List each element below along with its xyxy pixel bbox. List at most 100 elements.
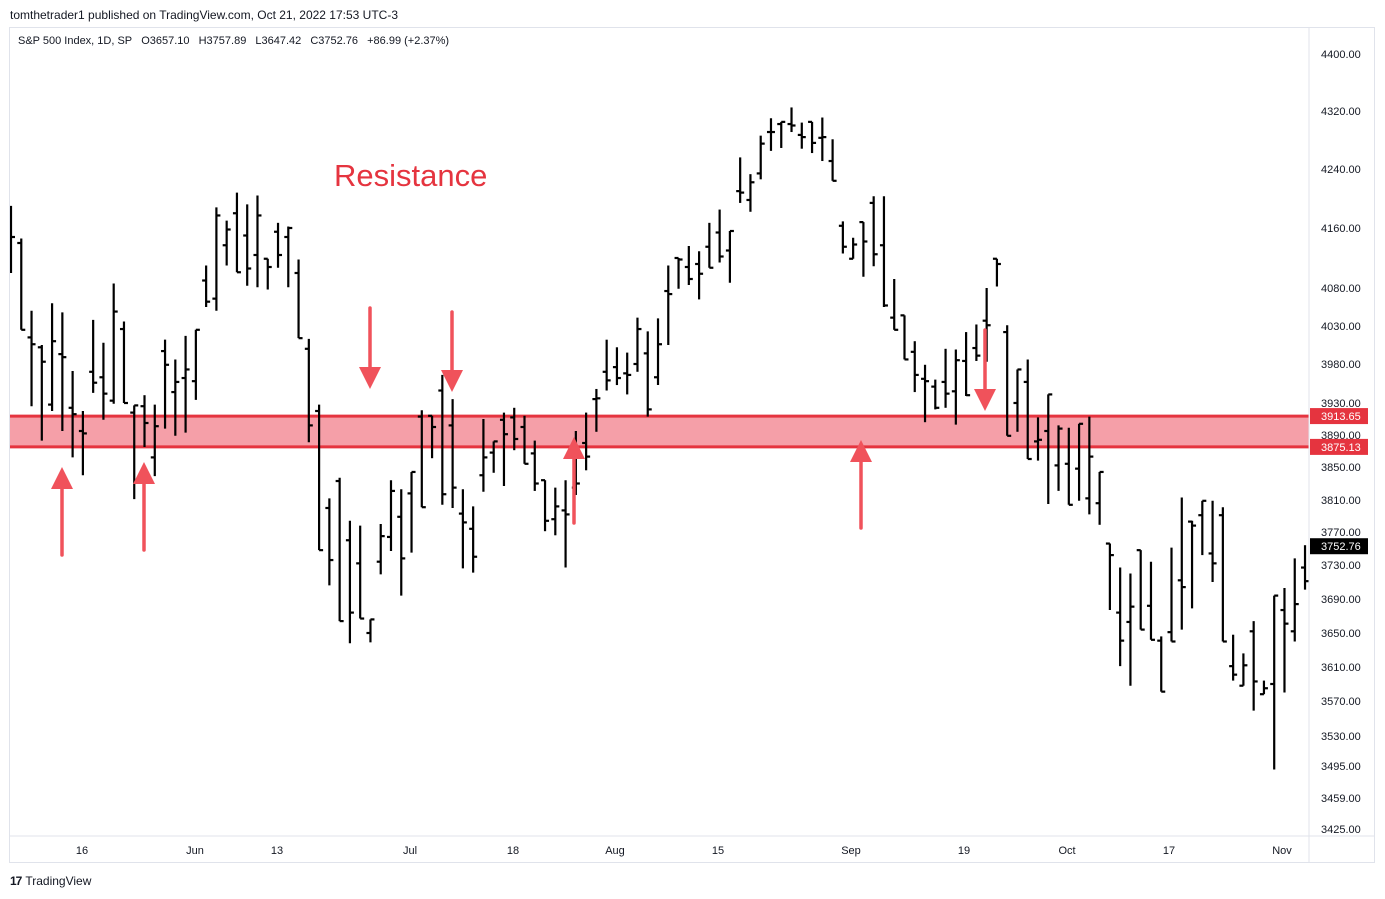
ohlc-bar <box>171 359 180 436</box>
legend-open: O3657.10 <box>141 35 190 47</box>
y-tick-label: 4320.00 <box>1321 106 1361 118</box>
ohlc-bar <box>99 342 108 420</box>
ohlc-bar <box>1085 416 1094 515</box>
ohlc-bar <box>150 404 159 477</box>
ohlc-bar <box>1188 520 1197 609</box>
ohlc-bar <box>222 220 231 266</box>
ohlc-bar <box>448 399 457 508</box>
ohlc-bar <box>962 332 971 397</box>
ohlc-bar <box>859 221 868 277</box>
ohlc-bar <box>243 204 252 286</box>
ohlc-bar <box>458 489 467 569</box>
ohlc-bar <box>140 395 149 447</box>
tradingview-footer[interactable]: 17 TradingView <box>10 874 91 888</box>
resistance-arrow-down <box>441 310 463 392</box>
ohlc-bar <box>1116 567 1125 667</box>
ohlc-bar <box>1075 422 1084 501</box>
ohlc-bar <box>17 238 26 331</box>
ohlc-bar <box>879 196 888 307</box>
ohlc-bar <box>232 192 241 274</box>
y-tick-label: 4160.00 <box>1321 223 1361 235</box>
y-tick-label: 3770.00 <box>1321 527 1361 539</box>
ohlc-bar <box>541 479 550 532</box>
ohlc-bar <box>972 324 981 361</box>
ohlc-bar <box>386 480 395 551</box>
symbol-legend: S&P 500 Index, 1D, SP O3657.10 H3757.89 … <box>18 35 455 47</box>
legend-high: H3757.89 <box>198 35 247 47</box>
ohlc-bar <box>828 139 837 182</box>
ohlc-bar <box>253 195 262 288</box>
ohlc-bar <box>510 407 519 451</box>
resistance-lower-price-badge: 3875.13 <box>1310 438 1368 455</box>
y-tick-label: 3690.00 <box>1321 594 1361 606</box>
y-tick-label: 4080.00 <box>1321 283 1361 295</box>
ohlc-bar <box>68 371 77 458</box>
last-price-badge: 3752.76 <box>1310 538 1368 555</box>
ohlc-bar <box>869 196 878 267</box>
ohlc-bar <box>941 348 950 408</box>
ohlc-bar <box>725 229 734 283</box>
x-tick-label: 16 <box>76 845 88 857</box>
ohlc-bar <box>1126 573 1135 686</box>
ohlc-bar <box>633 317 642 372</box>
ohlc-bar <box>417 410 426 509</box>
ohlc-bar <box>366 618 375 643</box>
ohlc-bar <box>1013 368 1022 432</box>
ohlc-bar <box>1280 587 1289 693</box>
ohlc-bar <box>1218 507 1227 643</box>
ohlc-bar <box>777 120 786 148</box>
ohlc-bar <box>1208 500 1217 582</box>
y-tick-label: 3610.00 <box>1321 662 1361 674</box>
svg-text:3752.76: 3752.76 <box>1321 541 1361 553</box>
legend-change: +86.99 (+2.37%) <box>367 35 450 47</box>
ohlc-bar <box>766 118 775 151</box>
tradingview-logo-icon: 17 <box>10 874 22 888</box>
ohlc-bar <box>561 480 570 568</box>
legend-symbol: S&P 500 Index, 1D, SP <box>18 35 133 47</box>
ohlc-bar <box>315 404 324 552</box>
ohlc-bar <box>1157 636 1166 693</box>
x-tick-label: 19 <box>958 845 970 857</box>
y-tick-label: 3570.00 <box>1321 696 1361 708</box>
ohlc-bar <box>797 122 806 149</box>
x-tick-label: Nov <box>1272 845 1292 857</box>
ohlc-bar <box>736 157 745 203</box>
x-tick-label: 13 <box>271 845 283 857</box>
ohlc-bar <box>818 117 827 162</box>
ohlc-bar <box>1105 542 1114 611</box>
ohlc-bar <box>705 222 714 269</box>
ohlc-bar <box>119 321 128 405</box>
ohlc-bar <box>294 259 303 340</box>
ohlc-bar <box>921 364 930 423</box>
ohlc-bar <box>582 412 591 471</box>
ohlc-bar <box>612 347 621 386</box>
support-arrow-up <box>51 467 73 557</box>
ohlc-bar <box>37 345 46 441</box>
ohlc-bar <box>674 256 683 289</box>
ohlc-bar <box>1095 470 1104 525</box>
support-arrow-up <box>133 462 155 552</box>
ohlc-bar <box>1177 497 1186 630</box>
ohlc-bar <box>756 135 765 180</box>
svg-text:3913.65: 3913.65 <box>1321 411 1361 423</box>
x-tick-label: Jun <box>186 845 204 857</box>
resistance-upper-price-badge: 3913.65 <box>1310 408 1368 425</box>
y-tick-label: 3810.00 <box>1321 495 1361 507</box>
ohlc-bar <box>1239 653 1248 687</box>
ohlc-bar <box>746 174 755 212</box>
ohlc-bar <box>499 412 508 486</box>
ohlc-bar <box>1229 634 1238 681</box>
ohlc-bar <box>1054 425 1063 491</box>
ohlc-bar <box>592 388 601 432</box>
ohlc-bar <box>1322 542 1330 636</box>
ohlc-bar <box>643 331 652 417</box>
ohlc-bar <box>428 414 437 459</box>
y-tick-label: 3980.00 <box>1321 359 1361 371</box>
ohlc-bar <box>1167 547 1176 643</box>
ohlc-bar <box>838 221 847 254</box>
ohlc-bar <box>808 120 817 154</box>
ohlc-bar <box>992 257 1001 287</box>
ohlc-bar <box>951 349 960 425</box>
y-tick-label: 3930.00 <box>1321 398 1361 410</box>
